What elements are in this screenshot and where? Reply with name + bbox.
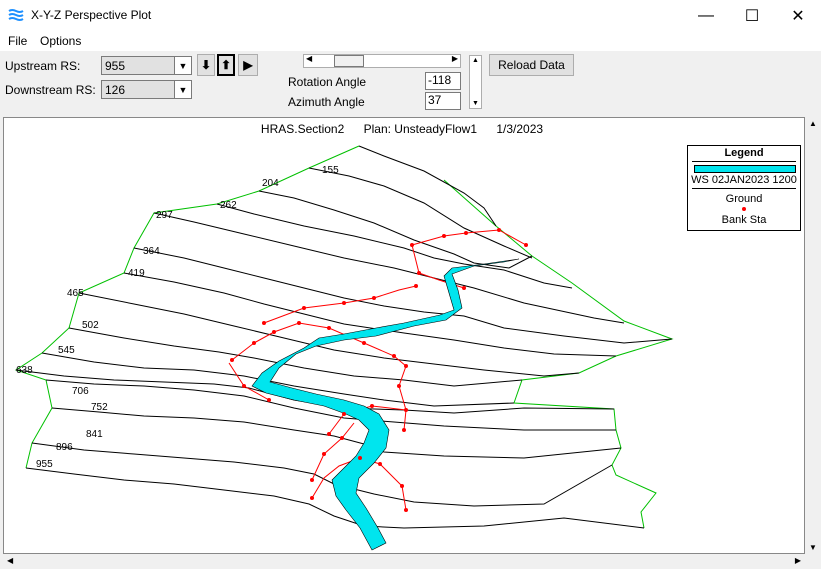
plot-date: 1/3/2023 xyxy=(496,122,544,136)
animate-stop-button[interactable]: ⬆ xyxy=(217,54,235,76)
section-label-896: 896 xyxy=(56,442,73,453)
upstream-select[interactable]: 955 ▼ xyxy=(101,56,192,75)
section-label-204: 204 xyxy=(262,178,279,189)
minimize-icon: — xyxy=(698,6,714,24)
plot-plan: Plan: UnsteadyFlow1 xyxy=(363,122,478,136)
chevron-right-icon[interactable]: ▶ xyxy=(794,556,801,565)
azimuth-label: Azimuth Angle xyxy=(288,95,365,109)
play-icon: ▶ xyxy=(243,58,253,72)
section-label-955: 955 xyxy=(36,459,53,470)
downstream-label: Downstream RS: xyxy=(5,83,96,97)
section-label-545: 545 xyxy=(58,345,75,356)
legend-bank-marker xyxy=(742,207,746,211)
chevron-down-icon[interactable]: ▼ xyxy=(809,543,817,552)
section-labels: 155 204 262 297 364 419 465 502 545 638 … xyxy=(16,165,339,470)
play-button[interactable]: ▶ xyxy=(238,54,258,76)
legend-bank-label: Bank Sta xyxy=(721,214,767,226)
menu-bar: File Options xyxy=(0,31,821,51)
maximize-button[interactable]: ☐ xyxy=(729,0,775,31)
plot-geometry-name: HRAS.Section2 xyxy=(260,122,345,136)
rotation-input[interactable]: -118 xyxy=(425,72,461,90)
section-label-262: 262 xyxy=(220,200,237,211)
menu-options[interactable]: Options xyxy=(40,34,82,48)
downstream-select[interactable]: 126 ▼ xyxy=(101,80,192,99)
section-label-706: 706 xyxy=(72,386,89,397)
maximize-icon: ☐ xyxy=(744,7,760,25)
vertical-scrollbar[interactable]: ▲ ▼ xyxy=(805,117,821,554)
section-label-502: 502 xyxy=(82,320,99,331)
reload-data-button[interactable]: Reload Data xyxy=(489,54,574,76)
chevron-left-icon[interactable]: ◀ xyxy=(7,556,14,565)
animation-slider[interactable]: ◀ ▶ xyxy=(303,54,461,68)
window-title: X-Y-Z Perspective Plot xyxy=(31,8,152,22)
legend-ground-line xyxy=(692,188,796,189)
left-boundary xyxy=(14,145,360,469)
legend-title: Legend xyxy=(724,147,764,159)
chevron-up-icon[interactable]: ▲ xyxy=(472,57,479,64)
bank-station-markers xyxy=(230,228,528,512)
menu-file[interactable]: File xyxy=(8,34,28,48)
section-label-465: 465 xyxy=(67,288,84,299)
azimuth-input[interactable]: 37 xyxy=(425,92,461,110)
arrow-down-icon: ⬇ xyxy=(200,58,212,72)
minimize-button[interactable]: — xyxy=(683,0,729,31)
perspective-plot: HRAS.Section2 Plan: UnsteadyFlow1 1/3/20… xyxy=(3,117,805,554)
legend-ws-swatch xyxy=(694,165,796,173)
close-button[interactable]: ✕ xyxy=(775,0,821,31)
toolbar: Upstream RS: 955 ▼ Downstream RS: 126 ▼ … xyxy=(0,51,821,115)
legend-ground-label: Ground xyxy=(725,193,763,205)
slider-thumb[interactable] xyxy=(334,55,364,67)
title-bar: X-Y-Z Perspective Plot — ☐ ✕ xyxy=(0,0,821,31)
close-icon: ✕ xyxy=(791,7,805,25)
section-label-638: 638 xyxy=(16,365,33,376)
downstream-value: 126 xyxy=(105,83,126,97)
legend-divider xyxy=(692,161,796,162)
right-boundary xyxy=(443,179,674,529)
plot-title: HRAS.Section2 Plan: UnsteadyFlow1 1/3/20… xyxy=(4,122,800,136)
section-label-364: 364 xyxy=(143,246,160,257)
upstream-label: Upstream RS: xyxy=(5,59,81,73)
arrow-up-icon: ⬆ xyxy=(220,58,232,72)
section-label-297: 297 xyxy=(156,210,173,221)
chevron-up-icon[interactable]: ▲ xyxy=(809,119,817,128)
angle-spinner[interactable]: ▲ ▼ xyxy=(469,55,482,109)
section-label-841: 841 xyxy=(86,429,103,440)
upstream-value: 955 xyxy=(105,59,126,73)
next-section-button[interactable]: ⬇ xyxy=(197,54,215,76)
legend-ws-label: WS 02JAN2023 1200 xyxy=(691,174,797,186)
water-surface xyxy=(251,258,520,551)
section-label-155: 155 xyxy=(322,165,339,176)
chevron-down-icon[interactable]: ▼ xyxy=(472,100,479,107)
plot-canvas: 155 204 262 297 364 419 465 502 545 638 … xyxy=(14,145,674,551)
chevron-left-icon[interactable]: ◀ xyxy=(306,54,313,63)
chevron-right-icon[interactable]: ▶ xyxy=(451,54,458,63)
chevron-down-icon[interactable]: ▼ xyxy=(174,57,191,74)
chevron-down-icon[interactable]: ▼ xyxy=(174,81,191,98)
section-label-419: 419 xyxy=(128,268,145,279)
app-icon xyxy=(8,9,24,21)
section-label-752: 752 xyxy=(91,402,108,413)
plot-legend: Legend WS 02JAN2023 1200 Ground Bank Sta xyxy=(687,145,801,231)
rotation-label: Rotation Angle xyxy=(288,75,367,89)
horizontal-scrollbar[interactable]: ◀ ▶ xyxy=(3,554,805,569)
